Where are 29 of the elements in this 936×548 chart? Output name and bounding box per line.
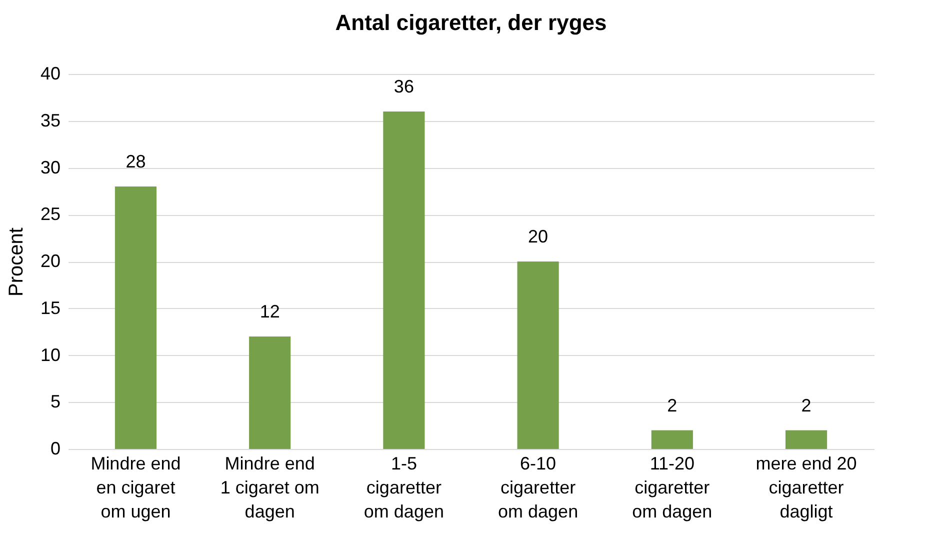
data-label: 28	[126, 152, 146, 172]
data-label: 36	[394, 76, 414, 96]
data-label: 2	[801, 395, 812, 416]
y-tick-label: 35	[40, 110, 60, 130]
y-tick-label: 40	[40, 64, 60, 84]
y-axis-title: Procent	[5, 227, 28, 296]
data-label: 12	[260, 302, 280, 322]
data-label: 20	[528, 226, 548, 246]
x-tick-label: 11-20 cigaretter om dagen	[632, 454, 712, 522]
x-tick-label: Mindre end 1 cigaret om dagen	[220, 454, 320, 522]
bar	[785, 430, 828, 449]
x-tick-label: Mindre end en cigaret om ugen	[90, 454, 181, 522]
bar	[249, 336, 291, 449]
data-label: 2	[667, 395, 678, 416]
x-tick-label: 6-10 cigaretter om dagen	[498, 454, 578, 522]
y-tick-label: 10	[40, 344, 60, 365]
bar	[651, 430, 693, 449]
y-tick-label: 5	[50, 392, 60, 412]
bar	[114, 186, 157, 449]
y-tick-label: 30	[40, 157, 60, 178]
y-tick-label: 20	[40, 251, 60, 271]
x-tick-label: mere end 20 cigaretter dagligt	[756, 454, 857, 522]
y-tick-label: 25	[40, 204, 60, 224]
y-tick-label: 15	[40, 298, 60, 318]
chart-title: Antal cigaretter, der ryges	[335, 10, 607, 35]
y-tick-label: 0	[50, 438, 60, 458]
x-tick-label: 1-5 cigaretter om dagen	[364, 454, 444, 522]
bar	[383, 112, 425, 449]
bar	[517, 262, 559, 449]
